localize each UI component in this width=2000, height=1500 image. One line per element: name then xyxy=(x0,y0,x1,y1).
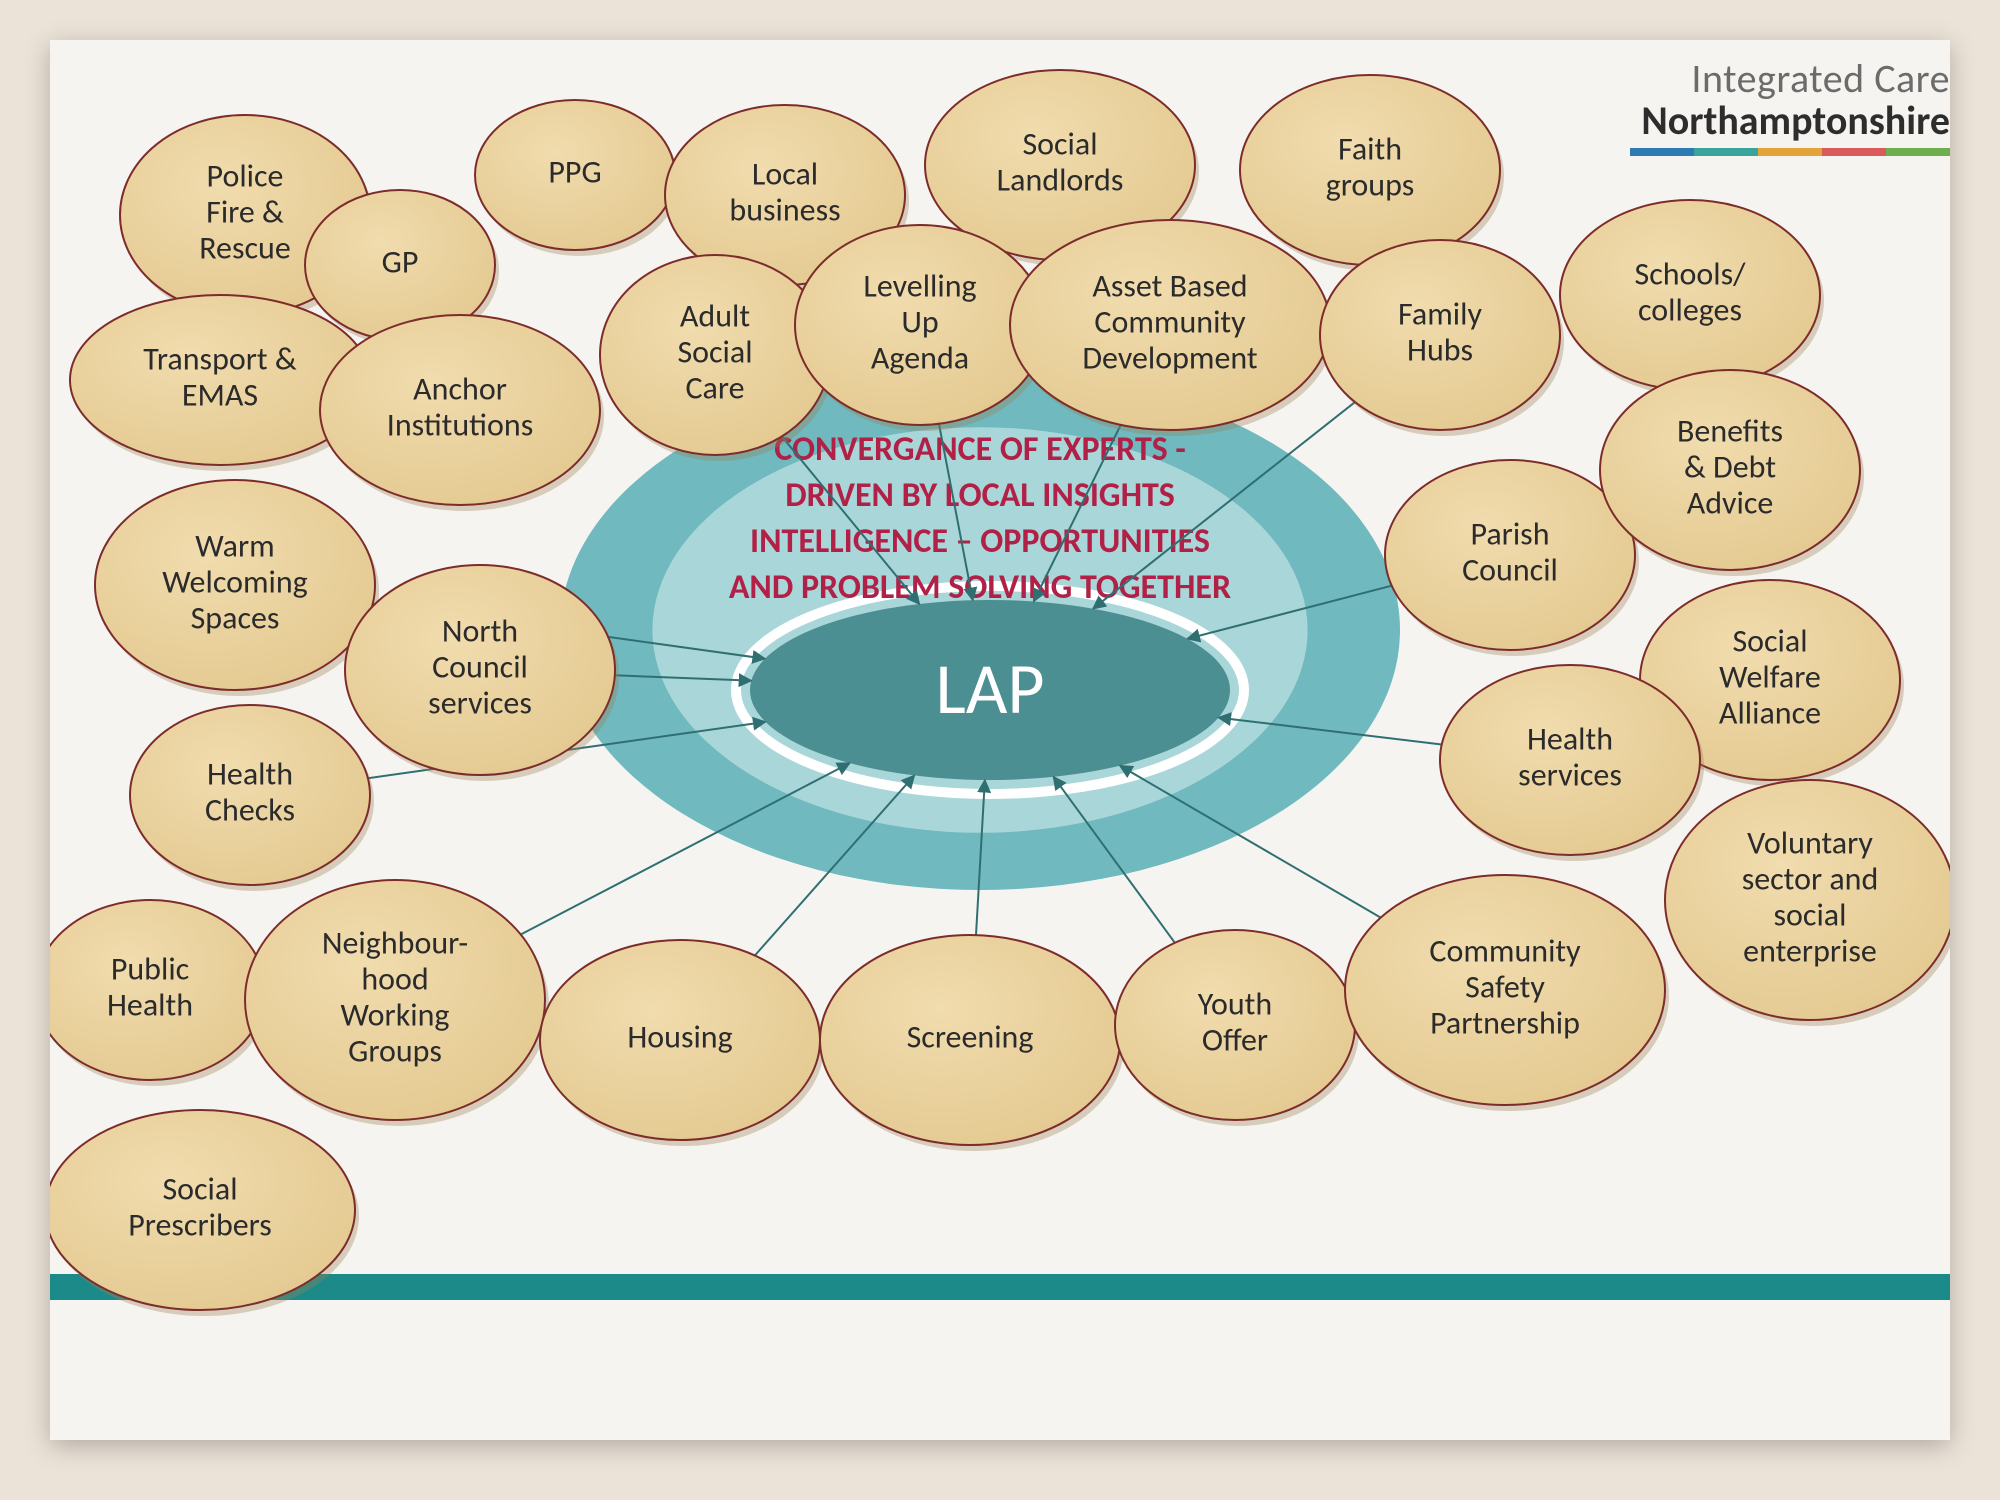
bubble-label-police-fire-rescue: Police xyxy=(207,157,284,196)
bubble-label-warm-spaces: Spaces xyxy=(191,599,280,638)
bubble-label-youth-offer: Offer xyxy=(1202,1021,1268,1060)
bubble-label-voluntary-sector: Voluntary xyxy=(1747,824,1873,863)
bubble-label-ppg: PPG xyxy=(548,153,601,192)
bubble-label-neighbourhood-wg: Working xyxy=(341,996,450,1035)
bubble-label-community-safety: Safety xyxy=(1465,968,1545,1007)
bubble-label-screening: Screening xyxy=(907,1018,1034,1057)
center-headline-line: CONVERGANCE OF EXPERTS - xyxy=(774,429,1186,470)
bubble-label-abcd: Development xyxy=(1082,339,1258,378)
bubble-label-north-council: services xyxy=(428,684,532,723)
bubble-label-benefits-debt: & Debt xyxy=(1684,448,1776,487)
bubble-label-north-council: Council xyxy=(432,648,528,687)
diagram-canvas: LAP CONVERGANCE OF EXPERTS - DRIVEN BY LOC… xyxy=(50,40,1950,1440)
bubble-label-faith-groups: groups xyxy=(1326,166,1415,205)
bubble-label-health-services: Health xyxy=(1527,720,1613,759)
bubble-label-levelling-up: Agenda xyxy=(871,339,969,378)
bubble-label-public-health: Health xyxy=(107,986,193,1025)
bubble-label-local-business: business xyxy=(729,191,840,230)
bubble-label-public-health: Public xyxy=(111,950,189,989)
bubble-label-health-checks: Health xyxy=(207,755,293,794)
bubble-label-health-services: services xyxy=(1518,756,1622,795)
bubble-label-social-welfare: Welfare xyxy=(1719,658,1821,697)
center-headline-line: INTELLIGENCE – OPPORTUNITIES xyxy=(750,521,1210,562)
bubble-label-social-landlords: Social xyxy=(1022,125,1097,164)
bubble-label-police-fire-rescue: Fire & xyxy=(206,193,284,232)
bubble-label-anchor-institutions: Institutions xyxy=(387,406,533,445)
bubble-label-social-welfare: Social xyxy=(1732,622,1807,661)
bubble-label-neighbourhood-wg: Groups xyxy=(348,1032,442,1071)
bubble-label-faith-groups: Faith xyxy=(1338,130,1402,169)
bubble-label-levelling-up: Up xyxy=(901,303,938,342)
bubble-label-transport-emas: Transport & xyxy=(143,340,297,379)
bubble-label-benefits-debt: Advice xyxy=(1687,484,1774,523)
bubble-label-levelling-up: Levelling xyxy=(863,267,976,306)
bubble-label-police-fire-rescue: Rescue xyxy=(199,229,291,268)
bubble-label-social-landlords: Landlords xyxy=(997,161,1124,200)
bubble-label-adult-social-care: Care xyxy=(685,369,744,408)
bubble-label-parish-council: Council xyxy=(1462,551,1558,590)
bubble-label-abcd: Asset Based xyxy=(1092,267,1247,306)
bubble-label-gp: GP xyxy=(382,243,419,282)
bubble-label-family-hubs: Hubs xyxy=(1407,331,1473,370)
bubble-label-warm-spaces: Welcoming xyxy=(162,563,307,602)
bubble-label-youth-offer: Youth xyxy=(1198,985,1272,1024)
bubble-label-abcd: Community xyxy=(1094,303,1246,342)
bubble-label-local-business: Local xyxy=(752,155,818,194)
bubble-label-voluntary-sector: enterprise xyxy=(1743,932,1877,971)
bubble-label-benefits-debt: Benefits xyxy=(1677,412,1783,451)
bubble-label-community-safety: Community xyxy=(1429,932,1581,971)
bubble-label-housing: Housing xyxy=(627,1018,732,1057)
bubble-label-community-safety: Partnership xyxy=(1430,1004,1580,1043)
bubble-label-social-prescribers: Social xyxy=(162,1170,237,1209)
lap-label: LAP xyxy=(935,645,1044,733)
bubble-label-schools-colleges: colleges xyxy=(1638,291,1742,330)
bubble-label-social-welfare: Alliance xyxy=(1719,694,1821,733)
bubble-label-neighbourhood-wg: Neighbour- xyxy=(322,924,468,963)
bubble-label-transport-emas: EMAS xyxy=(182,376,258,415)
bubble-label-family-hubs: Family xyxy=(1398,295,1482,334)
bubble-label-voluntary-sector: sector and xyxy=(1742,860,1879,899)
bubble-label-adult-social-care: Social xyxy=(677,333,752,372)
center-headline-line: DRIVEN BY LOCAL INSIGHTS xyxy=(785,475,1175,516)
bubble-label-voluntary-sector: social xyxy=(1774,896,1847,935)
center-headline-line: AND PROBLEM SOLVING TOGETHER xyxy=(729,567,1231,608)
bubble-label-north-council: North xyxy=(442,612,518,651)
bubble-label-schools-colleges: Schools/ xyxy=(1634,255,1746,294)
bubble-label-warm-spaces: Warm xyxy=(195,527,274,566)
bubble-label-health-checks: Checks xyxy=(205,791,295,830)
bubble-label-parish-council: Parish xyxy=(1471,515,1550,554)
bubble-label-anchor-institutions: Anchor xyxy=(413,370,507,409)
bubble-label-adult-social-care: Adult xyxy=(680,297,750,336)
bubble-label-social-prescribers: Prescribers xyxy=(128,1206,272,1245)
bubble-label-neighbourhood-wg: hood xyxy=(361,960,428,999)
